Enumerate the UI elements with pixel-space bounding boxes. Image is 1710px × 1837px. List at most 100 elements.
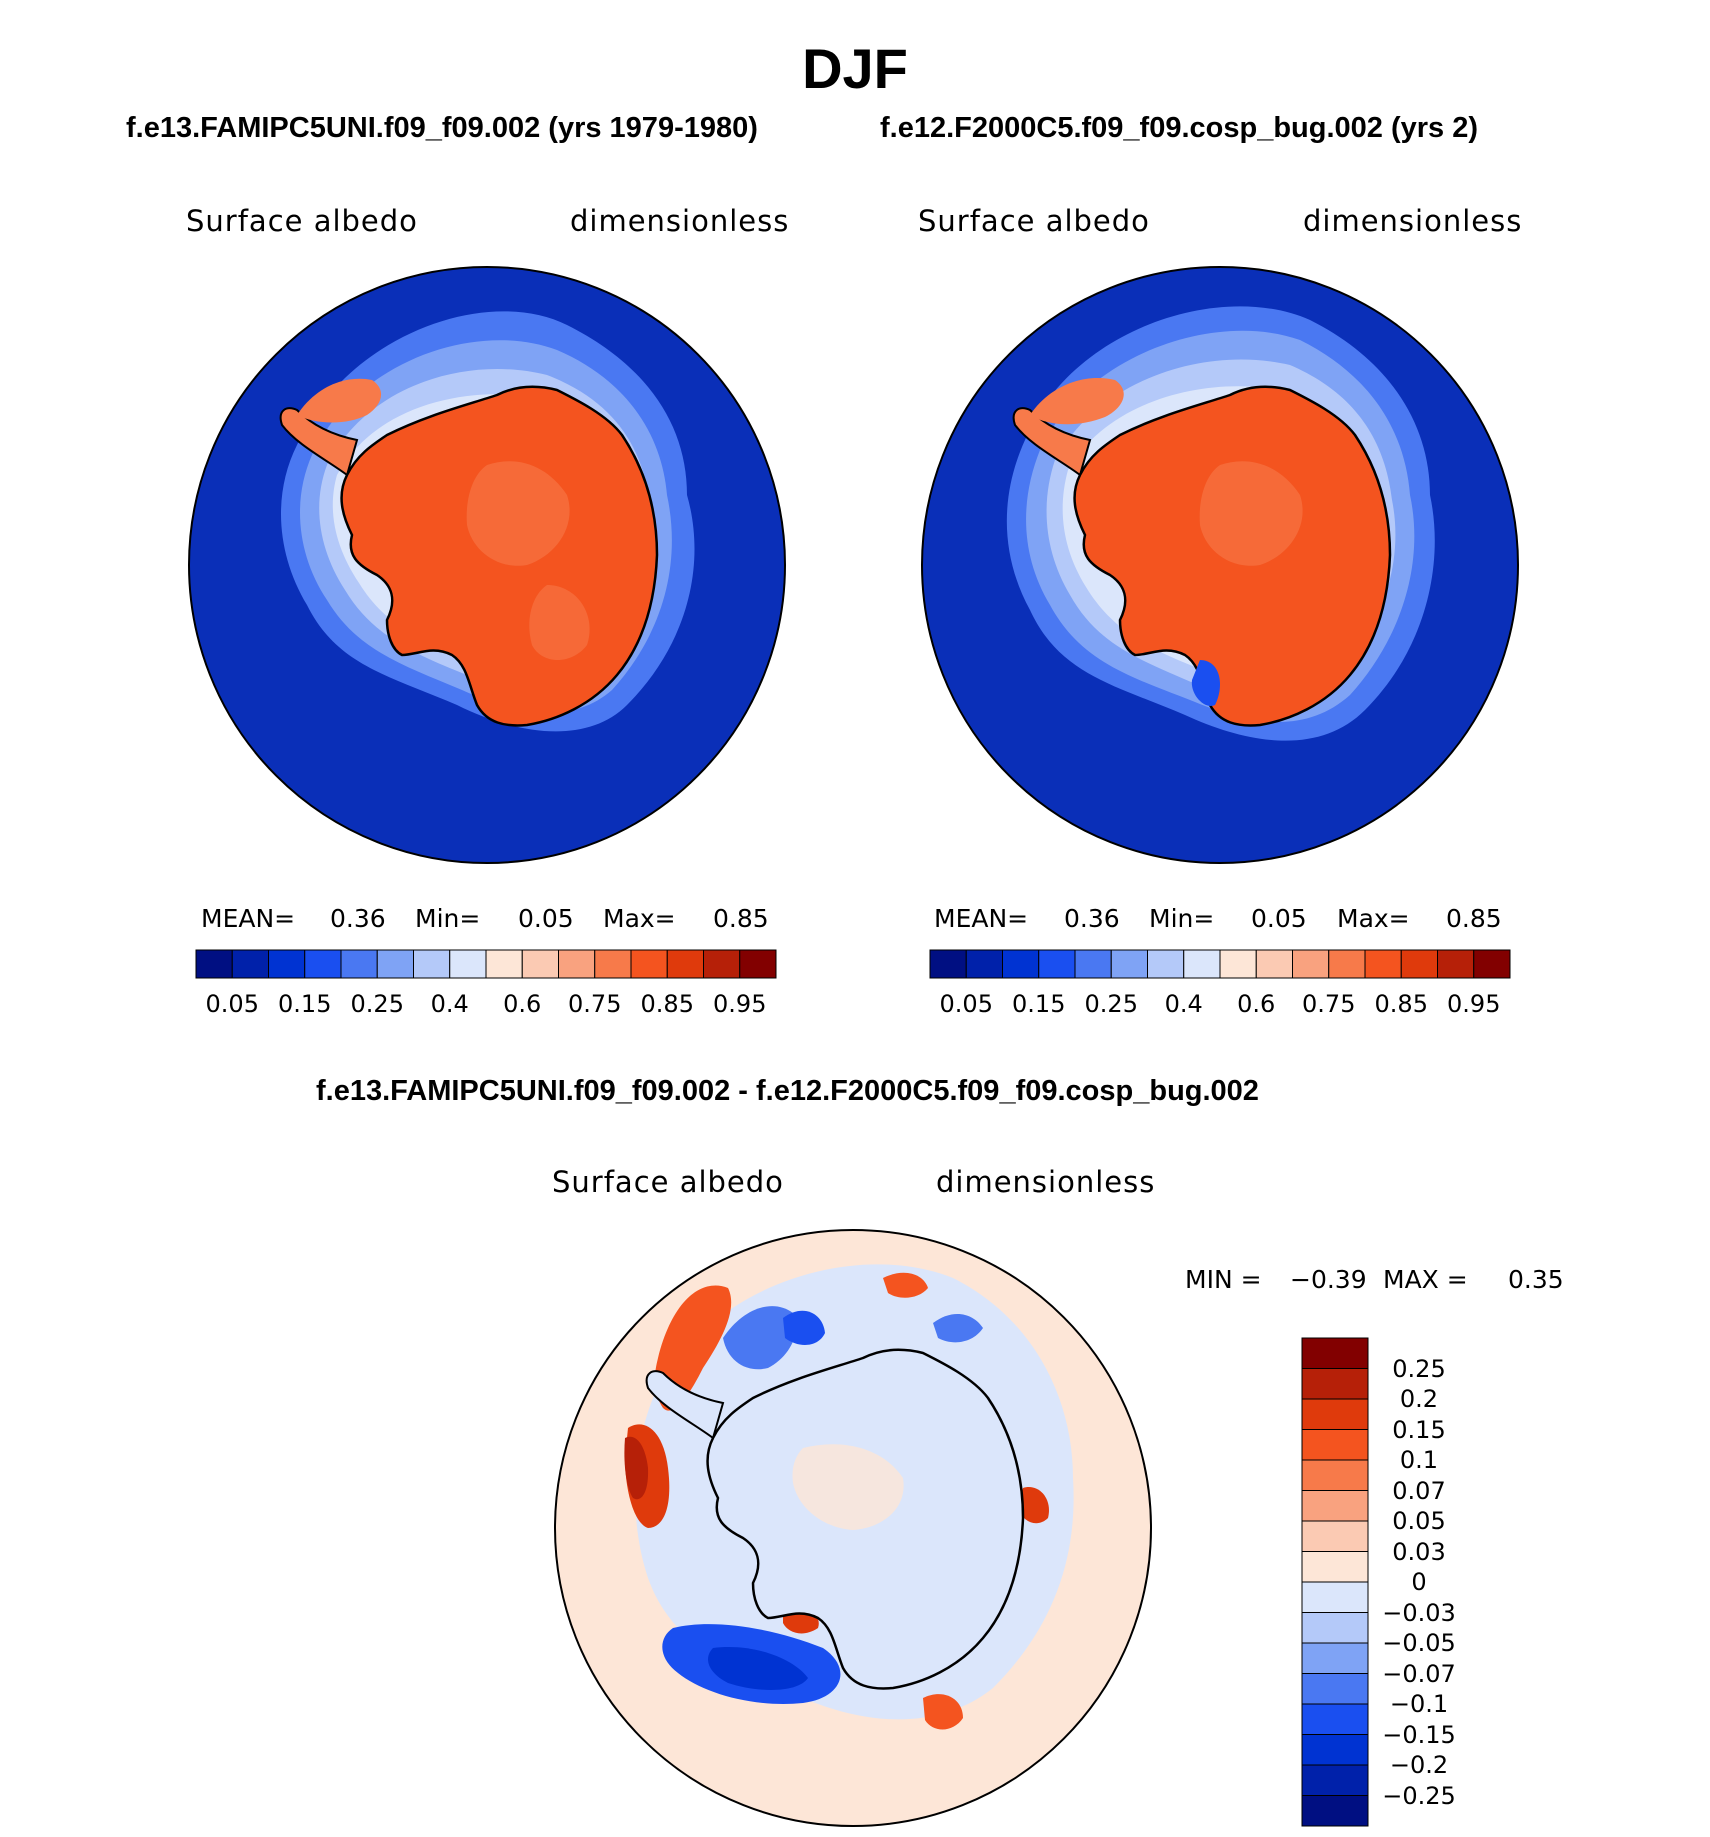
diff-colorbar bbox=[1301, 1337, 1369, 1827]
diff-case-title: f.e13.FAMIPC5UNI.f09_f09.002 - f.e12.F20… bbox=[316, 1075, 1259, 1107]
colorbar-swatch bbox=[1301, 1795, 1369, 1827]
top-left-case-title: f.e13.FAMIPC5UNI.f09_f09.002 (yrs 1979-1… bbox=[126, 112, 758, 144]
colorbar-tick-label: −0.05 bbox=[1382, 1629, 1456, 1657]
colorbar-swatch bbox=[376, 949, 414, 979]
colorbar-tick-label: 0.6 bbox=[1237, 990, 1276, 1018]
colorbar-swatch bbox=[485, 949, 523, 979]
colorbar-swatch bbox=[340, 949, 378, 979]
colorbar-swatch bbox=[1255, 949, 1293, 979]
colorbar-tick-label: 0.4 bbox=[430, 990, 469, 1018]
colorbar-swatch bbox=[1147, 949, 1185, 979]
colorbar-swatch bbox=[558, 949, 596, 979]
colorbar-swatch bbox=[231, 949, 269, 979]
colorbar-tick-label: 0.25 bbox=[1392, 1354, 1446, 1383]
top-right-min-label: Min= bbox=[1149, 904, 1215, 933]
colorbar-swatch bbox=[413, 949, 451, 979]
top-right-polar-map bbox=[921, 266, 1519, 864]
diff-min-label: MIN = bbox=[1185, 1265, 1262, 1294]
top-right-variable-label: Surface albedo bbox=[918, 204, 1150, 238]
colorbar-swatch bbox=[1301, 1581, 1369, 1613]
diff-max-label: MAX = bbox=[1383, 1265, 1468, 1294]
colorbar-swatch bbox=[929, 949, 967, 979]
colorbar-tick-label: 0.07 bbox=[1392, 1476, 1446, 1505]
colorbar-tick-label: 0 bbox=[1411, 1568, 1427, 1596]
colorbar-swatch bbox=[304, 949, 342, 979]
top-left-max-label: Max= bbox=[603, 904, 676, 933]
colorbar-tick-label: 0.05 bbox=[939, 990, 993, 1018]
colorbar-tick-label: 0.85 bbox=[1374, 990, 1428, 1018]
colorbar-tick-label: −0.07 bbox=[1382, 1659, 1456, 1688]
colorbar-tick-label: 0.4 bbox=[1164, 990, 1203, 1018]
top-right-max-label: Max= bbox=[1337, 904, 1410, 933]
colorbar-tick-label: 0.15 bbox=[278, 990, 332, 1018]
diff-max-value: 0.35 bbox=[1508, 1265, 1564, 1294]
top-left-max-value: 0.85 bbox=[713, 904, 769, 933]
colorbar-swatch bbox=[1301, 1368, 1369, 1400]
top-left-mean-label: MEAN= bbox=[201, 904, 296, 933]
colorbar-tick-label: 0.75 bbox=[568, 990, 622, 1018]
colorbar-swatch bbox=[195, 949, 233, 979]
top-right-colorbar bbox=[929, 949, 1511, 979]
diff-units-label: dimensionless bbox=[936, 1165, 1156, 1199]
top-left-colorbar bbox=[195, 949, 777, 979]
top-right-min-value: 0.05 bbox=[1251, 904, 1307, 933]
colorbar-swatch bbox=[268, 949, 306, 979]
colorbar-tick-label: 0.05 bbox=[205, 990, 259, 1018]
colorbar-swatch bbox=[1301, 1673, 1369, 1705]
colorbar-swatch bbox=[1183, 949, 1221, 979]
colorbar-tick-label: −0.25 bbox=[1382, 1781, 1456, 1810]
colorbar-tick-label: −0.03 bbox=[1382, 1598, 1456, 1627]
top-left-min-value: 0.05 bbox=[518, 904, 574, 933]
diff-min-value: −0.39 bbox=[1290, 1265, 1367, 1294]
colorbar-swatch bbox=[1301, 1612, 1369, 1644]
colorbar-swatch bbox=[1219, 949, 1257, 979]
colorbar-swatch bbox=[1301, 1551, 1369, 1583]
colorbar-swatch bbox=[1301, 1429, 1369, 1461]
colorbar-swatch bbox=[449, 949, 487, 979]
top-right-case-title: f.e12.F2000C5.f09_f09.cosp_bug.002 (yrs … bbox=[880, 112, 1479, 144]
colorbar-swatch bbox=[1038, 949, 1076, 979]
colorbar-tick-label: −0.15 bbox=[1382, 1720, 1456, 1749]
top-right-units-label: dimensionless bbox=[1303, 204, 1523, 238]
colorbar-swatch bbox=[1301, 1520, 1369, 1552]
colorbar-tick-label: 0.05 bbox=[1392, 1507, 1446, 1535]
top-right-mean-value: 0.36 bbox=[1064, 904, 1120, 933]
diff-variable-label: Surface albedo bbox=[552, 1165, 784, 1199]
colorbar-tick-label: 0.25 bbox=[1084, 990, 1138, 1018]
colorbar-swatch bbox=[1301, 1398, 1369, 1430]
colorbar-swatch bbox=[1301, 1703, 1369, 1735]
colorbar-swatch bbox=[1301, 1734, 1369, 1766]
diff-polar-map bbox=[554, 1229, 1152, 1827]
colorbar-tick-label: 0.25 bbox=[350, 990, 404, 1018]
colorbar-swatch bbox=[1473, 949, 1511, 979]
colorbar-tick-label: −0.2 bbox=[1389, 1751, 1449, 1779]
colorbar-tick-label: 0.95 bbox=[713, 990, 767, 1018]
colorbar-swatch bbox=[1437, 949, 1475, 979]
colorbar-swatch bbox=[1400, 949, 1438, 979]
colorbar-tick-label: 0.6 bbox=[503, 990, 542, 1018]
colorbar-tick-label: 0.1 bbox=[1399, 1446, 1439, 1474]
figure-title: DJF bbox=[802, 37, 908, 100]
top-left-mean-value: 0.36 bbox=[330, 904, 386, 933]
top-left-min-label: Min= bbox=[415, 904, 481, 933]
colorbar-swatch bbox=[1002, 949, 1040, 979]
colorbar-tick-label: 0.95 bbox=[1447, 990, 1501, 1018]
colorbar-swatch bbox=[703, 949, 741, 979]
colorbar-swatch bbox=[965, 949, 1003, 979]
colorbar-swatch bbox=[594, 949, 632, 979]
colorbar-swatch bbox=[1301, 1490, 1369, 1522]
colorbar-tick-label: −0.1 bbox=[1389, 1690, 1449, 1718]
colorbar-swatch bbox=[1301, 1764, 1369, 1796]
colorbar-tick-label: 0.75 bbox=[1302, 990, 1356, 1018]
colorbar-tick-label: 0.2 bbox=[1399, 1385, 1439, 1413]
colorbar-swatch bbox=[521, 949, 559, 979]
top-left-variable-label: Surface albedo bbox=[186, 204, 418, 238]
colorbar-tick-label: 0.15 bbox=[1392, 1415, 1446, 1444]
colorbar-swatch bbox=[1301, 1642, 1369, 1674]
top-left-polar-map bbox=[188, 266, 786, 864]
colorbar-swatch bbox=[1074, 949, 1112, 979]
colorbar-swatch bbox=[1110, 949, 1148, 979]
colorbar-tick-label: 0.85 bbox=[640, 990, 694, 1018]
colorbar-swatch bbox=[1301, 1459, 1369, 1491]
top-left-units-label: dimensionless bbox=[570, 204, 790, 238]
